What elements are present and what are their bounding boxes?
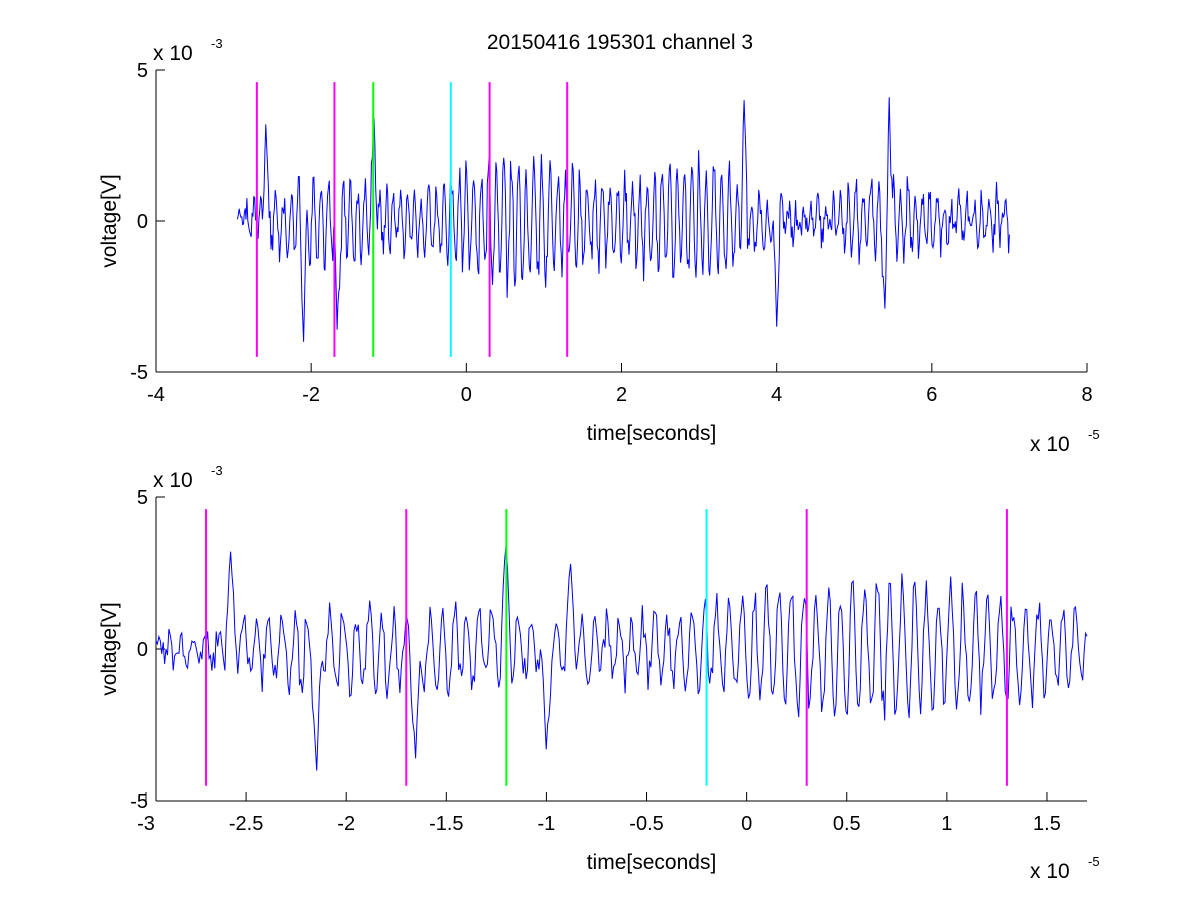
y-tick-label: 0 <box>137 639 148 661</box>
top-axes: -4 -2 0 2 4 6 8 -5 0 5 time[seconds] voltage[V] x 10… <box>98 36 1100 456</box>
x-tick-label: 1 <box>941 813 952 835</box>
x-tick-label: -4 <box>147 384 165 406</box>
y-tick-label: -5 <box>130 791 148 813</box>
y-tick-label: -5 <box>130 362 148 384</box>
x-tick-label: 4 <box>771 384 782 406</box>
chart-title: 20150416 195301 channel 3 <box>487 31 753 54</box>
x-tick-label: 0 <box>461 384 472 406</box>
x-tick-label: -2 <box>302 384 320 406</box>
y-axis-label: voltage[V] <box>98 602 121 695</box>
x-exponent-label: x 10 <box>1030 433 1070 456</box>
y-exponent-power: -3 <box>211 463 223 478</box>
y-tick-label: 5 <box>137 487 148 509</box>
y-exponent-power: -3 <box>211 36 223 51</box>
x-tick-label: -2 <box>337 813 355 835</box>
bottom-axes: -3 -2.5 -2 -1.5 -1 -0.5 0 0.5 1 1.5 -5 0 5 time[secon… <box>98 463 1100 883</box>
x-tick-label: -2.5 <box>229 813 263 835</box>
x-tick-label: 0 <box>741 813 752 835</box>
x-exponent-label: x 10 <box>1030 860 1070 883</box>
x-tick-label: 6 <box>926 384 937 406</box>
x-axis-label: time[seconds] <box>587 422 717 445</box>
x-tick-label: -3 <box>137 813 155 835</box>
x-tick-label: -1.5 <box>429 813 463 835</box>
x-tick-label: 2 <box>616 384 627 406</box>
x-tick-label: 0.5 <box>833 813 861 835</box>
y-exponent-label: x 10 <box>153 469 193 492</box>
x-exponent-power: -5 <box>1088 854 1100 869</box>
x-tick-label: 8 <box>1081 384 1092 406</box>
signal-trace <box>155 545 1088 771</box>
x-tick-label: 1.5 <box>1033 813 1061 835</box>
x-exponent-power: -5 <box>1088 427 1100 442</box>
x-tick-label: -0.5 <box>629 813 663 835</box>
y-tick-label: 0 <box>137 211 148 233</box>
y-exponent-label: x 10 <box>153 42 193 65</box>
x-tick-label: -1 <box>538 813 556 835</box>
y-axis-label: voltage[V] <box>98 174 121 267</box>
x-axis-label: time[seconds] <box>587 851 717 874</box>
y-tick-label: 5 <box>137 60 148 82</box>
signal-trace <box>237 97 1010 342</box>
